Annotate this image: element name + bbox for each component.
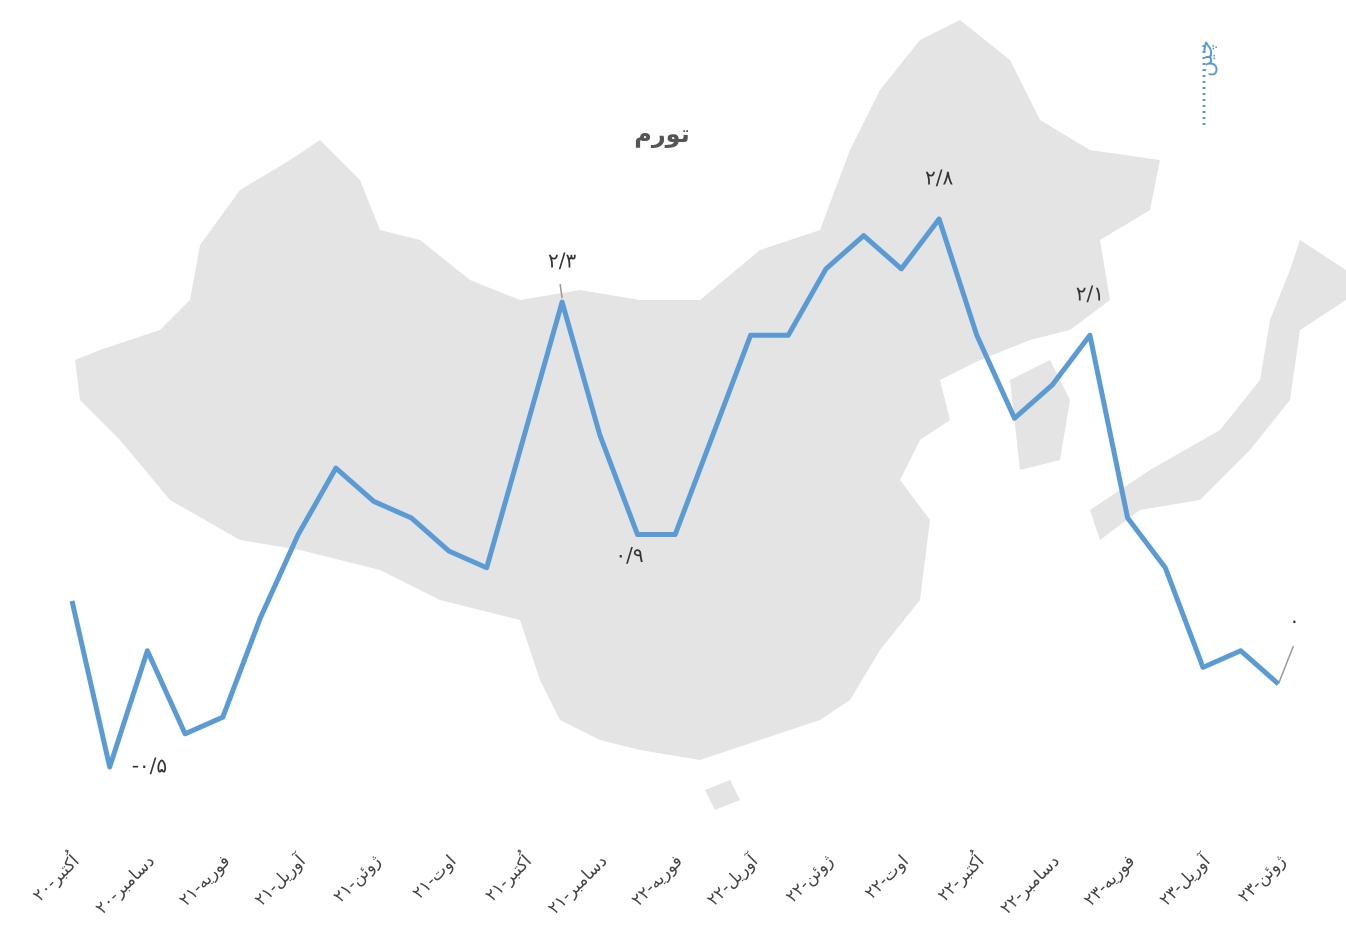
line — [69, 216, 1281, 770]
x-tick-label: اُکتبر-۲۲ — [931, 848, 988, 905]
x-tick-label: دسامبر-۲۱ — [544, 851, 611, 918]
x-tick-label: آوریل-۲۲ — [702, 849, 763, 910]
x-tick-label: آوریل-۲۱ — [250, 849, 311, 910]
chart-title: تورم — [634, 120, 689, 148]
data-label: ۲/۸ — [925, 166, 953, 190]
map-japan — [1090, 240, 1346, 540]
data-label: ۰/۹ — [615, 543, 643, 567]
x-tick-label: ژوئن-۲۲ — [782, 851, 838, 907]
leader-line — [1277, 645, 1295, 685]
x-tick-label: فوریه-۲۳ — [1080, 851, 1139, 910]
legend-label: چین — [1193, 40, 1218, 77]
x-tick-label: ژوئن-۲۱ — [330, 851, 386, 907]
map-hainan — [705, 780, 740, 810]
x-tick-label: دسامبر-۲۰ — [92, 851, 159, 918]
map-korea — [1010, 360, 1070, 470]
x-tick-label: ژوئن-۲۳ — [1234, 851, 1290, 907]
data-label: ۲/۳ — [548, 249, 576, 273]
map-china — [75, 20, 1160, 760]
x-tick-label: آوریل-۲۳ — [1154, 849, 1215, 910]
x-tick-label: اوت-۲۱ — [409, 851, 461, 903]
x-tick-label: فوریه-۲۱ — [175, 851, 234, 910]
x-tick-label: اُکتبر-۲۰ — [27, 848, 84, 905]
data-label: -۰/۵ — [132, 754, 167, 778]
data-label: ۰ — [1289, 608, 1300, 632]
x-tick-label: اُکتبر-۲۱ — [479, 848, 536, 905]
x-tick-label: اوت-۲۲ — [861, 851, 913, 903]
leader-line — [559, 283, 563, 299]
x-tick-label: دسامبر-۲۲ — [997, 851, 1064, 918]
background-map — [75, 20, 1346, 810]
data-label: ۲/۱ — [1076, 282, 1104, 306]
x-tick-label: فوریه-۲۲ — [628, 851, 687, 910]
